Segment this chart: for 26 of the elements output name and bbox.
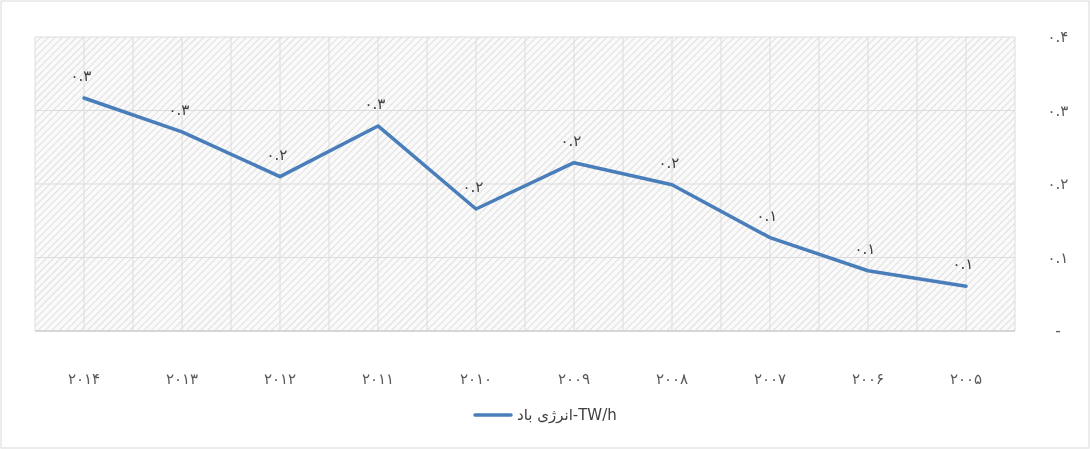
- x-tick-label: ۲۰۱۴: [67, 370, 101, 388]
- x-tick-label: ۲۰۰۶: [851, 370, 885, 388]
- data-label: ۰.۳: [364, 94, 386, 113]
- x-tick-label: ۲۰۰۸: [655, 370, 689, 388]
- y-tick-label: -: [1055, 322, 1061, 340]
- x-tick-label: ۲۰۰۵: [949, 370, 983, 388]
- y-tick-label: ۰.۲: [1047, 175, 1069, 193]
- data-label: ۰.۱: [854, 239, 876, 258]
- x-tick-label: ۲۰۰۷: [753, 370, 787, 388]
- y-tick-label: ۰.۳: [1047, 101, 1069, 120]
- data-label: ۰.۱: [756, 206, 778, 225]
- legend-label: انرژی باد-TW/h: [517, 406, 617, 424]
- x-tick-label: ۲۰۱۰: [459, 370, 493, 388]
- data-label: ۰.۳: [168, 100, 190, 119]
- x-tick-label: ۲۰۱۳: [165, 370, 199, 388]
- data-label: ۰.۱: [952, 255, 974, 274]
- x-tick-label: ۲۰۱۲: [263, 370, 297, 388]
- x-tick-label: ۲۰۰۹: [557, 370, 591, 388]
- x-tick-label: ۲۰۱۱: [361, 370, 395, 388]
- data-label: ۰.۲: [266, 145, 288, 164]
- y-tick-label: ۰.۴: [1047, 28, 1069, 46]
- data-label: ۰.۲: [658, 153, 680, 172]
- data-label: ۰.۲: [560, 131, 582, 150]
- data-label: ۰.۲: [462, 177, 484, 196]
- y-tick-label: ۰.۱: [1047, 248, 1069, 267]
- data-label: ۰.۳: [70, 67, 92, 85]
